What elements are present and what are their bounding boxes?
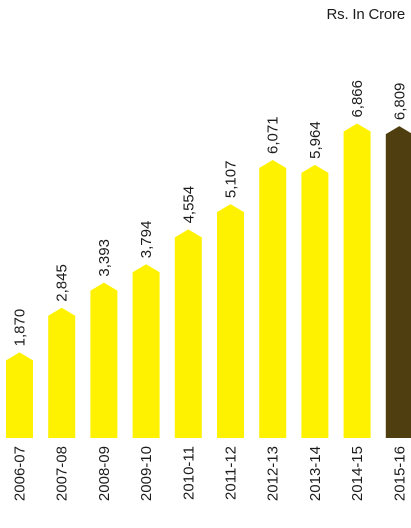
category-label-2014-15: 2014-15 [349, 446, 366, 501]
bar-2010-11 [174, 229, 202, 438]
category-label-2008-09: 2008-09 [96, 446, 113, 501]
value-label-2012-13: 6,071 [265, 116, 282, 154]
bar-2014-15 [343, 123, 371, 438]
bar-2006-07 [6, 352, 33, 438]
value-label-2013-14: 5,964 [307, 121, 324, 159]
value-labels-layer: 1,870 2,845 3,393 3,794 4,554 5,107 6,071 5,964… [12, 80, 409, 346]
bar-2012-13 [259, 159, 287, 439]
category-label-2009-10: 2009-10 [138, 446, 155, 501]
category-label-2010-11: 2010-11 [180, 446, 197, 500]
unit-label: Rs. In Crore [326, 6, 406, 23]
bar-2008-09 [90, 282, 118, 438]
value-label-2011-12: 5,107 [223, 161, 240, 199]
category-label-2015-16: 2015-16 [391, 446, 408, 501]
bar-2007-08 [48, 307, 76, 438]
category-label-2007-08: 2007-08 [54, 446, 71, 501]
value-label-2010-11: 4,554 [180, 186, 197, 224]
bar-2009-10 [132, 264, 160, 438]
value-label-2006-07: 1,870 [12, 309, 29, 347]
value-label-2009-10: 3,794 [138, 221, 155, 259]
bar-2015-16 [385, 126, 411, 438]
category-label-2012-13: 2012-13 [265, 446, 282, 501]
value-label-2007-08: 2,845 [54, 264, 71, 302]
category-label-2011-12: 2011-12 [223, 446, 240, 500]
bars-layer [6, 123, 411, 439]
category-label-2006-07: 2006-07 [12, 446, 29, 501]
category-label-2013-14: 2013-14 [307, 446, 324, 501]
value-label-2008-09: 3,393 [96, 239, 113, 277]
category-labels-layer: 2006-07 2007-08 2008-09 2009-10 2010-11 2011-… [12, 446, 409, 501]
bar-2013-14 [301, 164, 329, 438]
value-label-2015-16: 6,809 [391, 83, 408, 121]
value-label-2014-15: 6,866 [349, 80, 366, 118]
bar-2011-12 [217, 204, 244, 438]
